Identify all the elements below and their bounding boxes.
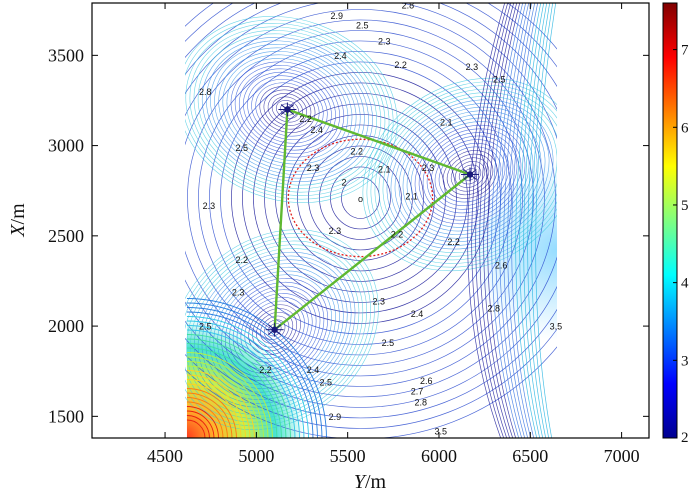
contour-label: 2.5: [235, 143, 248, 153]
contour-label: 2.8: [402, 0, 415, 10]
contour-label: 2.2: [299, 114, 312, 124]
x-axis-title: Y/m: [354, 471, 387, 493]
contour-label: 2.8: [488, 304, 501, 314]
contour-label: 2.9: [329, 412, 342, 422]
contour-label: 2.2: [259, 365, 272, 375]
colorbar-tick-label: 4: [681, 276, 689, 292]
y-axis: 1500 2000 2500 3000 3500: [48, 45, 649, 426]
contour-label: 2.1: [440, 118, 453, 128]
contour-label: 2.9: [330, 11, 343, 21]
x-tick-label: 6000: [421, 446, 457, 466]
contour-label: 2.2: [447, 237, 460, 247]
contour-label: 2.4: [307, 365, 320, 375]
y-tick-label: 2500: [48, 226, 84, 246]
contour-label: 2.5: [199, 322, 212, 332]
contour-label: 2: [342, 177, 347, 187]
contour-field: [185, 3, 557, 438]
x-tick-label: 5500: [330, 446, 366, 466]
contour-label: 2.2: [391, 230, 404, 240]
colorbar-tick-label: 3: [681, 353, 689, 369]
colorbar-tick-label: 6: [681, 120, 689, 136]
contour-label: 2.1: [405, 192, 418, 202]
x-tick-label: 7000: [604, 446, 640, 466]
x-tick-label: 4500: [147, 446, 183, 466]
colorbar: [662, 2, 678, 439]
y-tick-label: 3500: [48, 45, 84, 65]
center-point-marker: o: [358, 194, 363, 204]
plot-frame: [91, 2, 650, 439]
contour-label: 3.5: [550, 322, 563, 332]
contour-label: 2.3: [372, 296, 385, 306]
contour-label: 2.1: [378, 165, 391, 175]
colorbar-tick-label: 7: [681, 43, 689, 59]
y-tick-label: 2000: [48, 316, 84, 336]
x-tick-label: 5000: [238, 446, 274, 466]
colorbar-tick-label: 2: [681, 430, 689, 446]
contour-label: 2.5: [382, 338, 395, 348]
contour-label: 2.3: [466, 62, 479, 72]
contour-label: 2.2: [394, 60, 407, 70]
station-triangle: [273, 107, 473, 333]
contour-label: 2.7: [411, 387, 424, 397]
x-tick-label: 6500: [512, 446, 548, 466]
y-tick-label: 1500: [48, 406, 84, 426]
contour-label: 2.4: [310, 125, 323, 135]
station-marker: [461, 167, 480, 182]
contour-label: 2.3: [203, 201, 216, 211]
contour-label: 2.8: [414, 398, 427, 408]
contour-label: 2.8: [199, 87, 212, 97]
contour-label: 3.5: [435, 426, 448, 436]
contour-label: 2.5: [356, 20, 369, 30]
colorbar-ticks: 2 3 4 5 6 7: [673, 43, 689, 446]
contour-label: 2.5: [319, 378, 332, 388]
contour-label: 2.3: [232, 287, 245, 297]
contour-label: 2.5: [493, 74, 506, 84]
contour-label: 2.4: [334, 51, 347, 61]
contour-label: 2.3: [422, 163, 435, 173]
contour-label: 2.4: [411, 309, 424, 319]
station-marker: [278, 102, 297, 117]
colorbar-tick-label: 5: [681, 198, 689, 214]
contour-label: 2.3: [329, 226, 342, 236]
station-marker: [265, 322, 284, 337]
contour-label: 2.6: [495, 260, 508, 270]
x-axis: 4500 5000 5500 6000 6500 7000: [147, 3, 640, 466]
contour-label: 2.6: [420, 376, 433, 386]
contour-label: 2.2: [235, 255, 248, 265]
y-axis-title: X/m: [7, 203, 29, 238]
contour-label: 2.3: [378, 37, 391, 47]
contour-label: 2.3: [307, 163, 320, 173]
y-tick-label: 3000: [48, 136, 84, 156]
minimum-region-outline: [287, 138, 434, 258]
contour-label: 2.2: [351, 147, 364, 157]
